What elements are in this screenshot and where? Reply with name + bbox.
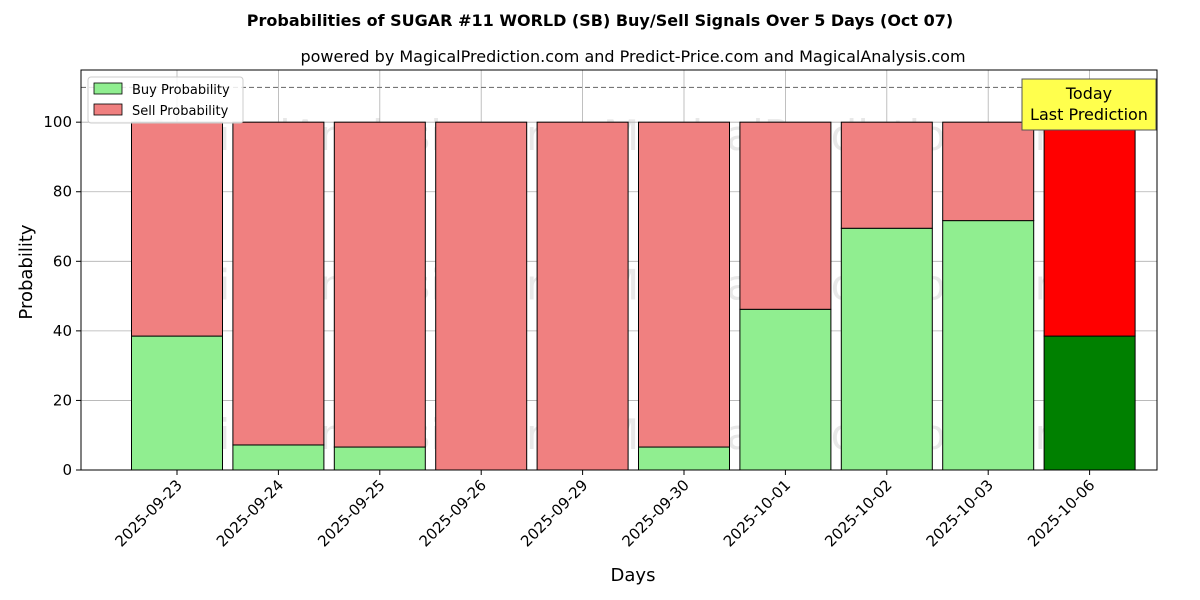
x-axis-label: Days	[611, 565, 656, 586]
y-tick-label: 100	[43, 113, 72, 131]
today-annotation: Today Last Prediction	[1021, 78, 1157, 131]
x-tick-label: 2025-09-25	[314, 476, 388, 550]
bar-buy-2025-09-24	[232, 444, 325, 471]
legend: Buy Probability Sell Probability	[87, 76, 244, 124]
x-tick-label: 2025-09-24	[213, 476, 287, 550]
legend-swatch-buy	[93, 82, 123, 95]
y-tick-label: 0	[62, 461, 72, 479]
x-tick-label: 2025-09-26	[416, 476, 490, 550]
x-tick-label: 2025-09-29	[517, 476, 591, 550]
legend-label-buy: Buy Probability	[132, 83, 230, 98]
plot-frame	[80, 69, 1158, 471]
bar-sell-2025-10-01	[739, 121, 832, 310]
bar-buy-2025-10-01	[739, 308, 832, 471]
x-tick-label: 2025-10-03	[923, 476, 997, 550]
y-tick-label: 20	[53, 391, 72, 409]
bar-buy-2025-09-25	[333, 446, 426, 471]
y-tick-label: 80	[53, 183, 72, 201]
x-tick-label: 2025-09-23	[111, 476, 185, 550]
bar-sell-2025-09-24	[232, 121, 325, 446]
legend-box	[87, 76, 244, 124]
bar-buy-2025-09-23	[131, 335, 223, 471]
x-tick-label: 2025-10-01	[720, 476, 794, 550]
x-tick-label: 2025-10-06	[1024, 476, 1098, 550]
y-tick-label: 40	[53, 322, 72, 340]
chart-title: Probabilities of SUGAR #11 WORLD (SB) Bu…	[247, 11, 953, 30]
annotation-line-today: Today	[1065, 84, 1112, 103]
bar-buy-2025-10-03	[942, 220, 1035, 471]
bar-sell-2025-09-23	[131, 121, 223, 337]
annotation-line-last-prediction: Last Prediction	[1030, 105, 1148, 124]
x-tick-label: 2025-09-30	[618, 476, 692, 550]
y-axis-ticks: 0 20 40 60 80 100	[43, 113, 81, 479]
y-tick-label: 60	[53, 252, 72, 270]
bar-sell-2025-10-03	[942, 121, 1035, 222]
bar-sell-2025-09-26	[435, 121, 528, 471]
x-axis-ticks: 2025-09-23 2025-09-24 2025-09-25 2025-09-26…	[111, 470, 1098, 550]
bar-sell-2025-09-25	[333, 121, 426, 448]
y-axis-label: Probability	[16, 224, 37, 319]
bar-sell-2025-10-06	[1043, 121, 1136, 337]
x-tick-label: 2025-10-02	[821, 476, 895, 550]
bar-buy-2025-10-02	[840, 227, 933, 471]
legend-swatch-sell	[93, 103, 123, 116]
legend-label-sell: Sell Probability	[132, 104, 229, 119]
annotation-box	[1021, 78, 1157, 131]
bars	[131, 121, 1136, 471]
bar-sell-2025-10-02	[840, 121, 933, 229]
chart-subtitle: powered by MagicalPrediction.com and Pre…	[300, 47, 965, 66]
bar-sell-2025-09-29	[536, 121, 629, 471]
bar-sell-2025-09-30	[638, 121, 730, 448]
bar-buy-2025-10-06	[1043, 335, 1136, 471]
bar-buy-2025-09-30	[638, 446, 730, 471]
